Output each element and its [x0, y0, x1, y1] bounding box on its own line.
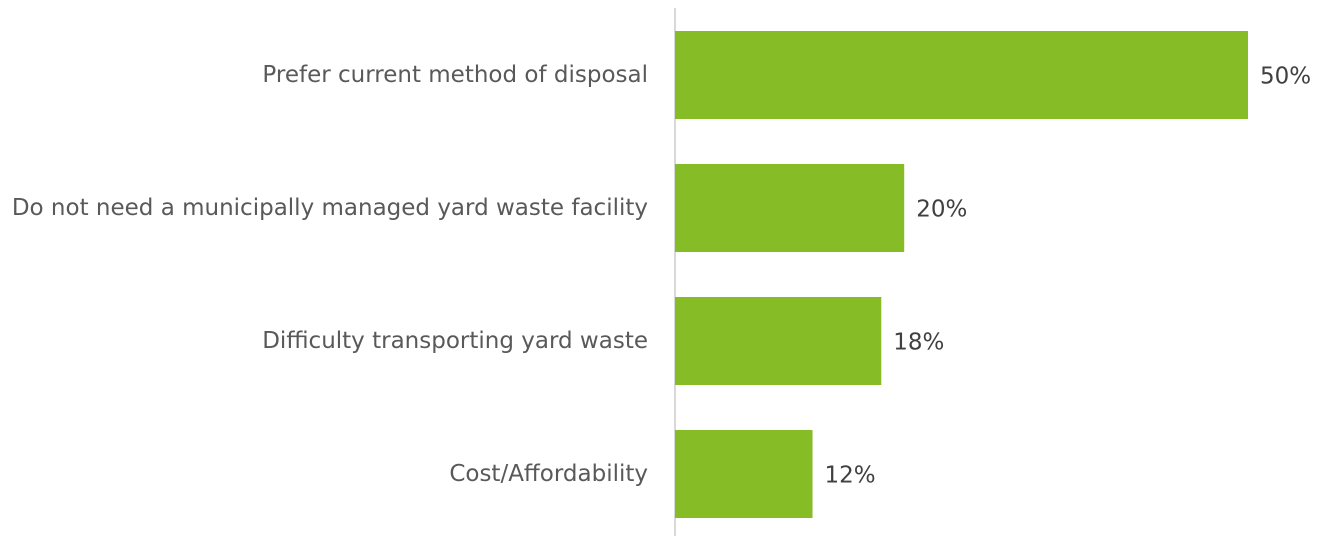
- category-label: Prefer current method of disposal: [262, 62, 648, 88]
- category-label-box: Do not need a municipally managed yard w…: [0, 158, 648, 258]
- value-label: 50%: [1260, 64, 1311, 90]
- category-label: Do not need a municipally managed yard w…: [11, 195, 648, 221]
- category-label-box: Prefer current method of disposal: [0, 25, 648, 125]
- bar: [675, 31, 1248, 119]
- value-label: 12%: [825, 463, 876, 489]
- bar: [675, 164, 905, 252]
- value-label: 18%: [893, 330, 944, 356]
- bar: [675, 297, 882, 385]
- category-label: Cost/Affordability: [449, 461, 648, 487]
- category-label-box: Cost/Affordability: [0, 424, 648, 524]
- category-label-box: Difficulty transporting yard waste: [0, 291, 648, 391]
- category-label: Difficulty transporting yard waste: [262, 328, 648, 354]
- bar: [675, 430, 813, 518]
- value-label: 20%: [916, 197, 967, 223]
